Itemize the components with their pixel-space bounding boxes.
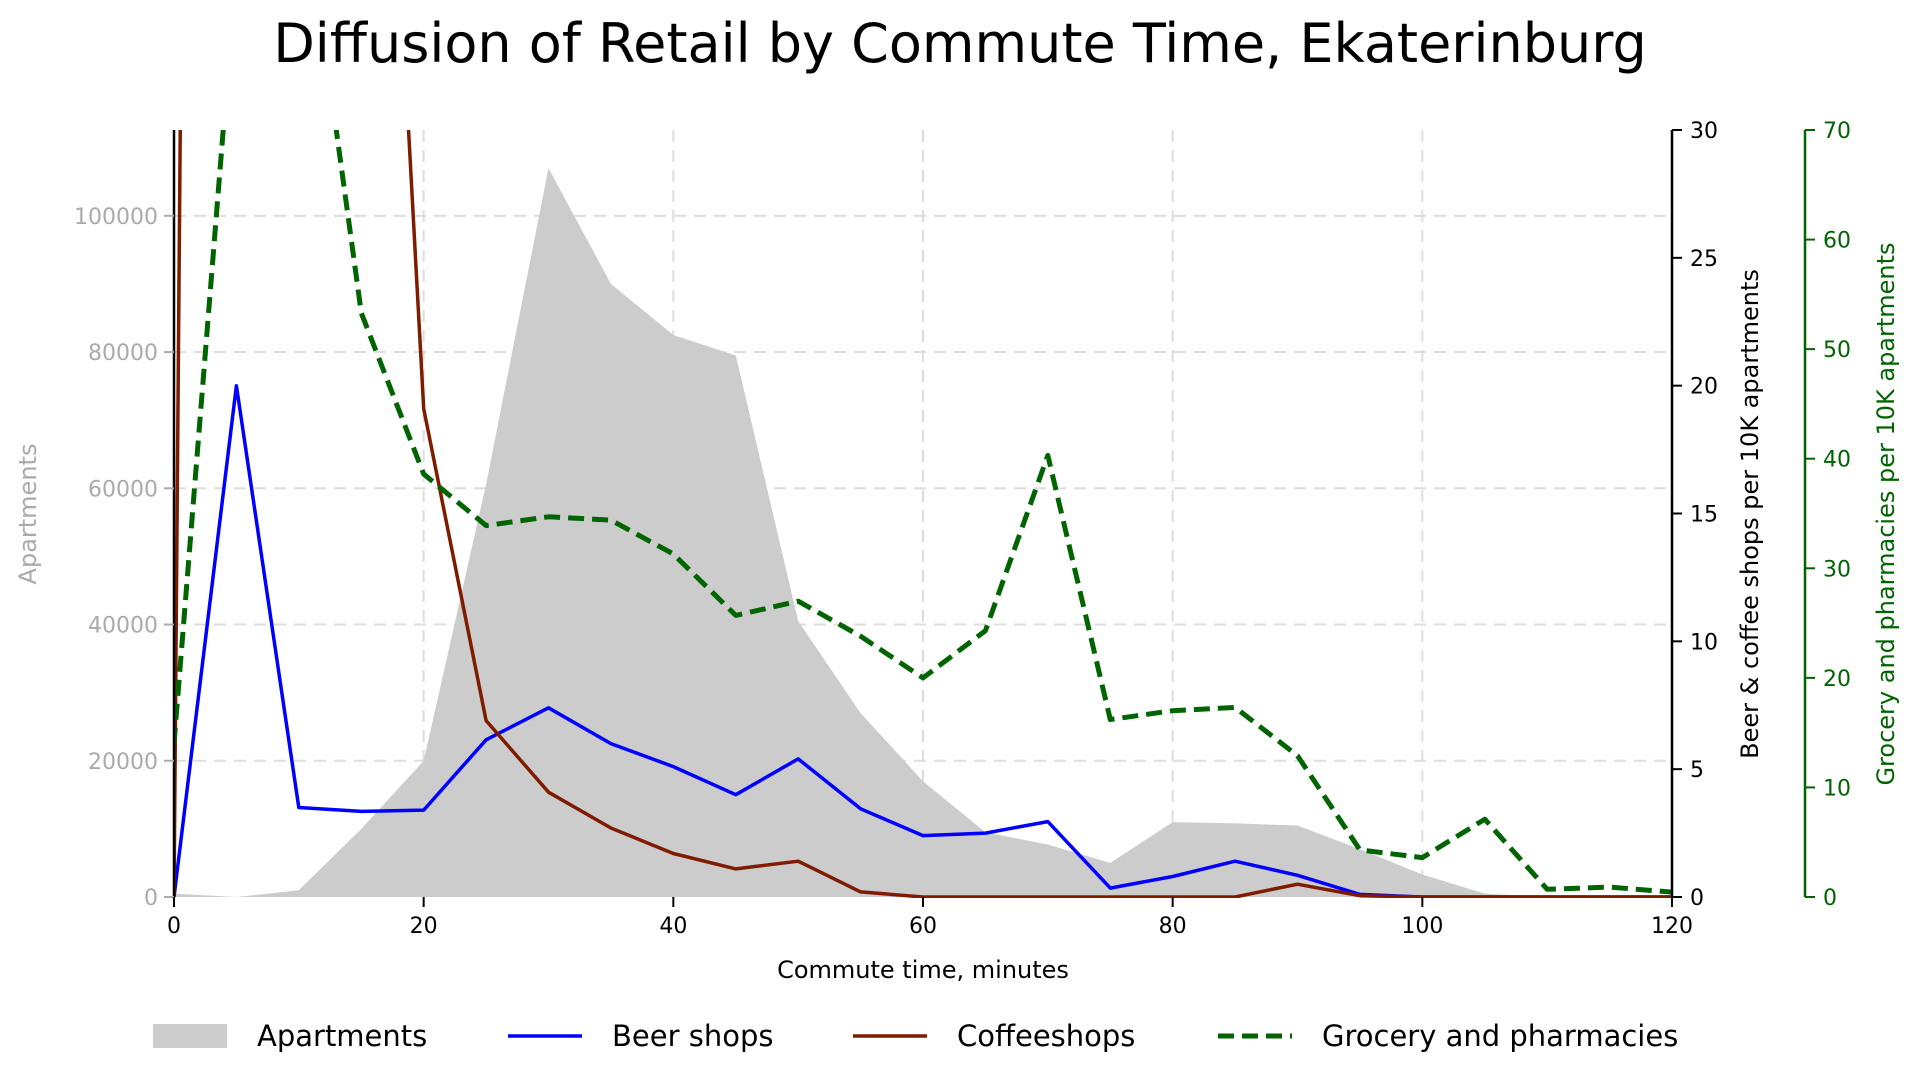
legend-label: Coffeeshops bbox=[957, 1019, 1135, 1053]
x-tick-label: 80 bbox=[1159, 914, 1187, 939]
legend-label: Apartments bbox=[257, 1019, 427, 1053]
series-area-apartments bbox=[174, 168, 1672, 898]
right2-tick-label: 40 bbox=[1823, 448, 1851, 473]
x-tick-label: 60 bbox=[909, 914, 937, 939]
right-tick-label: 20 bbox=[1690, 375, 1718, 400]
left-tick-label: 100000 bbox=[74, 205, 158, 230]
right2-tick-label: 20 bbox=[1823, 667, 1851, 692]
legend-label: Beer shops bbox=[612, 1019, 773, 1053]
left-tick-label: 60000 bbox=[88, 477, 158, 502]
legend: Apartments Beer shops Coffeeshops Grocery a… bbox=[153, 1019, 1678, 1053]
right-axis-label: Beer & coffee shops per 10K apartments bbox=[1736, 269, 1764, 759]
right-tick-label: 10 bbox=[1690, 630, 1718, 655]
right2-tick-label: 0 bbox=[1823, 886, 1837, 911]
x-tick-label: 20 bbox=[410, 914, 438, 939]
right2-tick-label: 30 bbox=[1823, 557, 1851, 582]
right2-tick-label: 60 bbox=[1823, 229, 1851, 254]
left-tick-label: 40000 bbox=[88, 614, 158, 639]
legend-item: Apartments bbox=[153, 1019, 427, 1053]
legend-item: Coffeeshops bbox=[853, 1019, 1135, 1053]
right-tick-label: 15 bbox=[1690, 503, 1718, 528]
x-tick-label: 0 bbox=[167, 914, 181, 939]
right-tick-label: 5 bbox=[1690, 758, 1704, 783]
legend-item: Beer shops bbox=[508, 1019, 773, 1053]
legend-swatch bbox=[153, 1024, 227, 1048]
x-axis-label: Commute time, minutes bbox=[777, 956, 1069, 984]
left-tick-label: 0 bbox=[144, 886, 158, 911]
left-tick-label: 20000 bbox=[88, 750, 158, 775]
left-tick-label: 80000 bbox=[88, 341, 158, 366]
legend-item: Grocery and pharmacies bbox=[1218, 1019, 1678, 1053]
legend-label: Grocery and pharmacies bbox=[1322, 1019, 1678, 1053]
x-tick-label: 100 bbox=[1401, 914, 1443, 939]
right-tick-label: 0 bbox=[1690, 886, 1704, 911]
x-tick-label: 120 bbox=[1651, 914, 1693, 939]
right2-tick-label: 10 bbox=[1823, 776, 1851, 801]
apartments-area-layer bbox=[174, 168, 1672, 898]
series-line-grocery-and-pharmacies bbox=[174, 130, 1672, 895]
right2-tick-label: 50 bbox=[1823, 338, 1851, 363]
x-tick-label: 40 bbox=[659, 914, 687, 939]
right-tick-label: 30 bbox=[1690, 119, 1718, 144]
left-axis-label: Apartments bbox=[14, 444, 42, 585]
right2-tick-label: 70 bbox=[1823, 119, 1851, 144]
right-tick-label: 25 bbox=[1690, 247, 1718, 272]
axes: 0 20000 40000 60000 80000 100000 0 5 10 15 20 25 30 0… bbox=[74, 119, 1851, 939]
right2-axis-label: Grocery and pharmacies per 10K apartment… bbox=[1872, 242, 1900, 785]
chart-title: Diffusion of Retail by Commute Time, Eka… bbox=[273, 12, 1647, 75]
